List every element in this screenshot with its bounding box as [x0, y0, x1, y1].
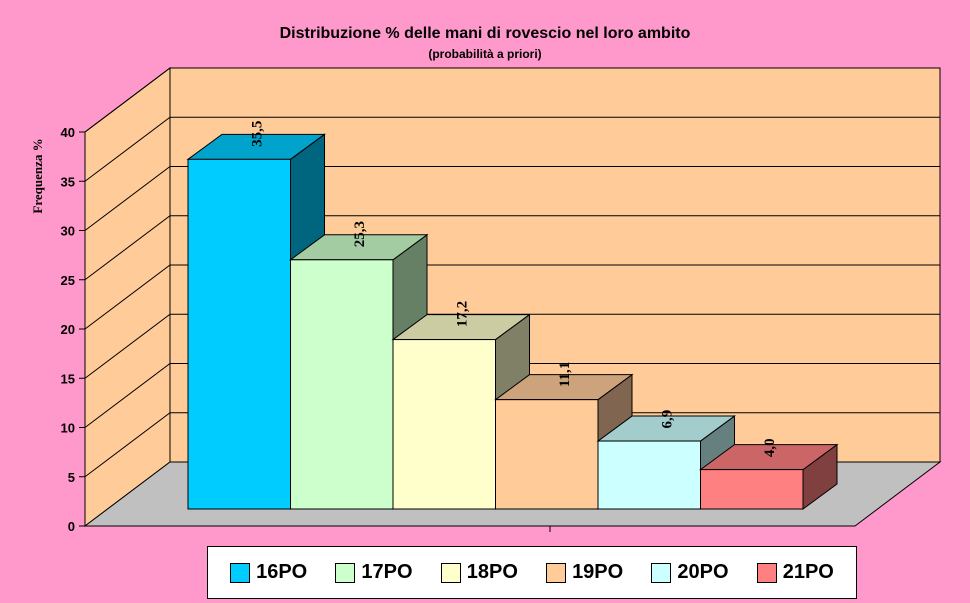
bar-front — [392, 339, 496, 510]
bar-front — [495, 399, 599, 510]
chart-title: Distribuzione % delle mani di rovescio n… — [280, 25, 691, 42]
y-axis — [79, 131, 855, 532]
data-label: 25,3 — [352, 221, 368, 247]
bar-front — [290, 259, 394, 510]
data-label: 17,2 — [454, 301, 470, 327]
bar-front — [700, 469, 804, 510]
gridline — [84, 67, 940, 133]
y-tick-label: 40 — [61, 125, 75, 140]
data-label: 4,0 — [762, 438, 778, 457]
legend-swatch — [546, 562, 567, 583]
gridline — [84, 215, 940, 281]
y-tick-label: 20 — [61, 322, 75, 337]
bars — [186, 133, 839, 510]
gridline — [84, 412, 940, 478]
y-axis-label: Frequenza % — [30, 138, 45, 213]
data-label: 6,9 — [659, 410, 675, 429]
bar-front — [187, 158, 291, 510]
bar-21PO — [698, 443, 839, 510]
gridline — [84, 264, 940, 330]
gridline — [84, 313, 940, 379]
legend-swatch — [230, 562, 251, 583]
gridline — [84, 363, 940, 428]
legend-label: 16PO — [256, 561, 308, 583]
data-label: 35,5 — [249, 121, 265, 147]
y-tick-label: 15 — [61, 371, 75, 386]
legend-item-18PO: 18PO — [440, 561, 518, 584]
legend-swatch — [335, 562, 356, 583]
chart-subtitle: (probabilità a priori) — [428, 47, 541, 61]
legend-label: 19PO — [572, 561, 624, 583]
y-tick-label: 35 — [61, 174, 75, 189]
y-tick-label: 10 — [61, 421, 75, 436]
legend-item-20PO: 20PO — [651, 561, 729, 584]
legend-item-17PO: 17PO — [335, 561, 413, 584]
gridlines — [84, 67, 940, 478]
legend-swatch — [440, 562, 461, 583]
data-labels: 35,5 25,3 17,2 11,1 6,9 4,0 — [249, 121, 778, 458]
legend-item-19PO: 19PO — [546, 561, 623, 584]
legend-label: 20PO — [677, 561, 729, 583]
legend-label: 18PO — [466, 561, 518, 583]
y-tick-label: 5 — [68, 470, 75, 485]
legend-swatch — [651, 562, 672, 583]
legend-item-21PO: 21PO — [756, 561, 834, 584]
y-tick-labels: 0 5 10 15 20 25 30 35 40 — [61, 125, 75, 534]
bar-19PO — [493, 373, 634, 510]
legend-item-16PO: 16PO — [230, 561, 307, 584]
legend: 16PO 17PO 18PO 19PO 20PO 21PO — [207, 546, 857, 599]
y-tick-label: 0 — [68, 519, 75, 534]
y-tick-label: 30 — [61, 224, 75, 239]
bar-front — [597, 440, 701, 510]
legend-label: 17PO — [361, 561, 413, 583]
legend-swatch — [756, 562, 777, 583]
data-label: 11,1 — [557, 362, 573, 387]
y-tick-label: 25 — [61, 273, 75, 288]
legend-label: 21PO — [782, 561, 834, 583]
gridline — [84, 166, 940, 231]
gridline — [84, 116, 940, 182]
